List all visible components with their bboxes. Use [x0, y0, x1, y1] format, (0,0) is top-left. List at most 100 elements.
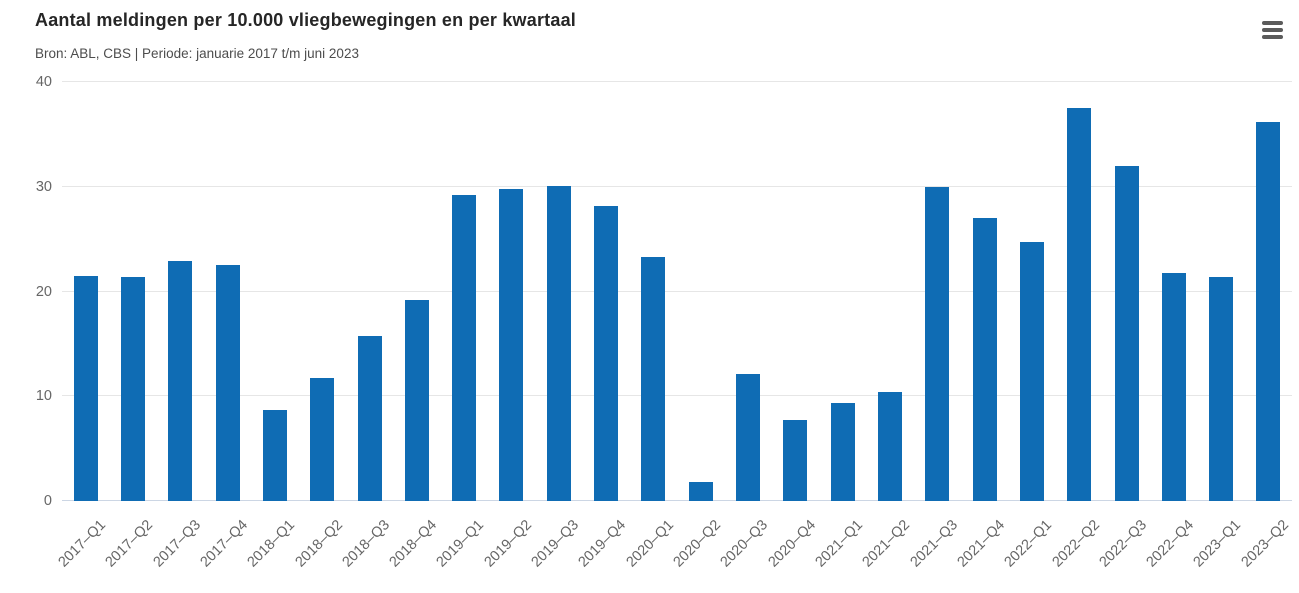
x-axis-slot: 2022–Q1 [1002, 505, 1056, 590]
bar-2020–Q2[interactable] [688, 482, 713, 501]
x-axis-slot: 2018–Q3 [339, 505, 393, 590]
bar-slot [1008, 82, 1055, 501]
x-axis-slot: 2020–Q2 [671, 505, 725, 590]
x-axis-slot: 2019–Q2 [481, 505, 535, 590]
bar-2022–Q3[interactable] [1114, 165, 1139, 501]
bar-2022–Q1[interactable] [1019, 242, 1044, 501]
x-axis-slot: 2018–Q4 [387, 505, 441, 590]
x-axis-tick-label: 2021–Q2 [859, 517, 914, 571]
bar-slot [299, 82, 346, 501]
x-axis-tick-label: 2017–Q3 [150, 517, 204, 571]
x-axis-tick-label: 2020–Q3 [717, 517, 772, 571]
bar-slot [1198, 82, 1245, 501]
bar-2023–Q2[interactable] [1256, 121, 1281, 501]
bar-slot [772, 82, 819, 501]
x-axis-slot: 2021–Q3 [907, 505, 961, 590]
x-axis-slot: 2020–Q3 [718, 505, 772, 590]
gridline [62, 395, 1292, 397]
bar-2019–Q3[interactable] [546, 185, 571, 501]
gridline [62, 290, 1292, 292]
bar-slot [819, 82, 866, 501]
x-axis-tick-label: 2022–Q4 [1143, 517, 1198, 571]
bar-2019–Q2[interactable] [499, 188, 524, 501]
x-axis-slot: 2018–Q1 [245, 505, 299, 590]
bar-2018–Q2[interactable] [310, 378, 335, 501]
bar-2020–Q3[interactable] [736, 374, 761, 501]
bar-series [62, 82, 1292, 501]
bar-slot [724, 82, 771, 501]
hamburger-menu-icon [1262, 28, 1283, 32]
x-axis-tick-label: 2019–Q3 [528, 517, 583, 571]
x-axis-slot: 2017–Q3 [150, 505, 204, 590]
x-axis-tick-label: 2021–Q3 [907, 517, 961, 571]
x-axis-tick-label: 2021–Q1 [812, 517, 866, 571]
bar-slot [204, 82, 251, 501]
bar-2017–Q4[interactable] [215, 265, 240, 501]
x-axis-slot: 2023–Q1 [1191, 505, 1245, 590]
x-axis-tick-label: 2018–Q3 [339, 517, 393, 571]
bar-2022–Q2[interactable] [1067, 108, 1092, 501]
bar-2017–Q3[interactable] [168, 261, 193, 501]
gridline [62, 185, 1292, 187]
y-axis: 0 10 20 30 40 [0, 74, 52, 509]
x-axis-slot: 2023–Q2 [1238, 505, 1292, 590]
x-axis-slot: 2022–Q2 [1049, 505, 1103, 590]
bar-2020–Q1[interactable] [641, 256, 666, 501]
bar-slot [677, 82, 724, 501]
bar-slot [866, 82, 913, 501]
bar-2021–Q4[interactable] [972, 218, 997, 501]
bar-2023–Q1[interactable] [1209, 276, 1234, 501]
hamburger-menu-icon [1262, 21, 1283, 25]
x-axis-tick-label: 2019–Q2 [481, 517, 535, 571]
x-axis-tick-label: 2023–Q2 [1238, 517, 1292, 571]
y-axis-tick-label: 40 [35, 74, 52, 90]
x-axis-slot: 2021–Q1 [812, 505, 866, 590]
bar-slot [1245, 82, 1292, 501]
x-axis-tick-label: 2021–Q4 [954, 517, 1008, 571]
gridline [62, 81, 1292, 82]
bar-2021–Q3[interactable] [925, 186, 950, 501]
x-axis-tick-label: 2020–Q4 [765, 517, 819, 571]
bar-slot [62, 82, 109, 501]
bar-2018–Q3[interactable] [357, 335, 382, 501]
bar-2018–Q4[interactable] [404, 299, 429, 501]
bar-slot [1150, 82, 1197, 501]
y-axis-tick-label: 20 [35, 283, 52, 300]
chart-subtitle: Bron: ABL, CBS | Periode: januarie 2017 … [35, 46, 359, 61]
x-axis-slot: 2019–Q1 [434, 505, 488, 590]
bar-2018–Q1[interactable] [262, 409, 287, 501]
chart-context-menu-button[interactable] [1262, 19, 1286, 41]
bar-2019–Q4[interactable] [594, 205, 619, 501]
x-axis-tick-label: 2017–Q2 [102, 517, 157, 571]
bar-slot [393, 82, 440, 501]
x-axis-tick-label: 2017–Q4 [197, 517, 251, 571]
x-axis-slot: 2021–Q4 [954, 505, 1008, 590]
bar-slot [1056, 82, 1103, 501]
hamburger-menu-icon [1262, 35, 1283, 39]
x-axis-tick-label: 2018–Q4 [386, 517, 441, 571]
x-axis-tick-label: 2018–Q1 [244, 517, 299, 571]
x-axis-slot: 2021–Q2 [860, 505, 914, 590]
x-axis-slot: 2017–Q1 [55, 505, 109, 590]
bar-slot [914, 82, 961, 501]
chart-title: Aantal meldingen per 10.000 vliegbewegin… [35, 10, 576, 30]
x-axis-slot: 2017–Q4 [197, 505, 251, 590]
x-axis-slot: 2019–Q3 [529, 505, 583, 590]
bar-2020–Q4[interactable] [783, 420, 808, 501]
bar-2021–Q2[interactable] [877, 392, 902, 501]
bar-slot [961, 82, 1008, 501]
bar-2017–Q2[interactable] [120, 276, 145, 501]
bar-2021–Q1[interactable] [830, 402, 855, 501]
bar-slot [630, 82, 677, 501]
x-axis-tick-label: 2022–Q3 [1096, 517, 1150, 571]
bar-2017–Q1[interactable] [73, 275, 98, 501]
bar-2022–Q4[interactable] [1161, 272, 1186, 501]
x-axis-tick-label: 2018–Q2 [292, 517, 346, 571]
bar-2019–Q1[interactable] [452, 195, 477, 501]
x-axis-slot: 2018–Q2 [292, 505, 346, 590]
bar-slot [157, 82, 204, 501]
x-axis-line [62, 500, 1292, 501]
y-axis-tick-label: 0 [43, 493, 52, 509]
x-axis: 2017–Q1 2017–Q2 2017–Q3 2017–Q4 2018–Q1 2018–… [55, 505, 1292, 590]
